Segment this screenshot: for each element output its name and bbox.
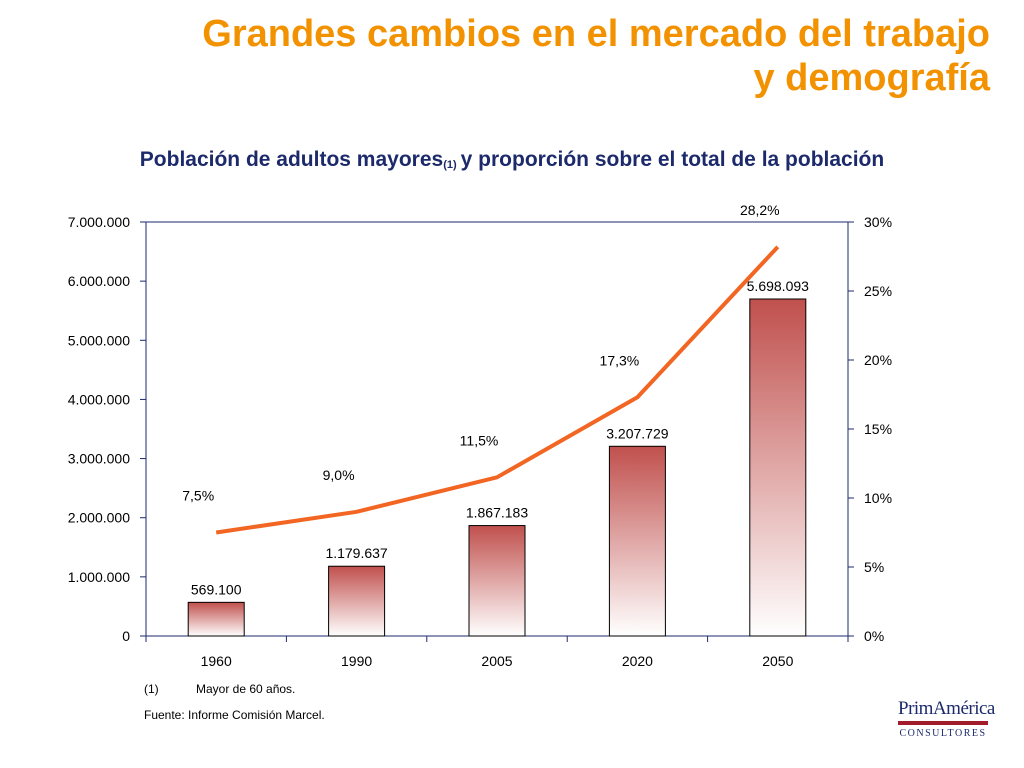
logo-sub: CONSULTORES [899, 728, 987, 739]
chart-title-main: Población de adultos mayores [139, 148, 444, 171]
y-left-tick-label: 4.000.000 [68, 391, 130, 407]
chart-title-rest: y proporción sobre el total de la poblac… [460, 148, 885, 171]
bar [328, 565, 386, 637]
chart-title-superscript: (1) [443, 159, 457, 171]
primamerica-logo: PrimAmérica CONSULTORES [898, 698, 995, 739]
y-left-tick-label: 3.000.000 [68, 451, 130, 467]
bar [187, 601, 245, 637]
footnote-marker: (1) [144, 682, 159, 696]
logo-bar [898, 721, 988, 725]
footnote-text: Mayor de 60 años. [196, 682, 296, 696]
y-left-tick-label: 1.000.000 [68, 569, 130, 585]
y-left-tick-label: 2.000.000 [68, 510, 130, 526]
y-left-tick-label: 7.000.000 [68, 214, 130, 230]
y-right-tick-label: 5% [864, 559, 884, 575]
line-value-label: 7,5% [182, 488, 214, 504]
chart-title: Población de adultos mayores(1) y proporc… [0, 148, 1024, 172]
bar-value-label: 1.179.637 [325, 545, 387, 561]
footnote-1: (1) Mayor de 60 años. [144, 682, 295, 696]
line-value-label: 17,3% [600, 352, 640, 368]
x-tick-label: 1990 [341, 653, 372, 669]
y-right-tick-label: 0% [864, 628, 884, 644]
slide-title-line-2: y demografía [753, 57, 990, 99]
y-left-tick-label: 0 [122, 628, 130, 644]
y-right-tick-label: 30% [864, 214, 892, 230]
bar-value-label: 5.698.093 [747, 278, 809, 294]
x-tick-label: 1960 [201, 653, 232, 669]
x-tick-label: 2005 [481, 653, 512, 669]
line-value-label: 9,0% [323, 467, 355, 483]
bar [608, 445, 666, 637]
slide-title-line-1: Grandes cambios en el mercado del trabaj… [202, 13, 990, 55]
bar [468, 525, 526, 637]
bar [749, 298, 807, 637]
line-value-label: 11,5% [460, 432, 499, 448]
y-right-tick-label: 25% [864, 283, 892, 299]
bar-value-label: 1.867.183 [466, 505, 528, 521]
bar-value-label: 569.100 [191, 581, 242, 597]
percentage-line [215, 245, 780, 535]
y-right-tick-label: 20% [864, 352, 892, 368]
bar-value-label: 3.207.729 [606, 425, 668, 441]
x-tick-label: 2050 [762, 653, 793, 669]
y-left-tick-label: 6.000.000 [68, 273, 130, 289]
y-right-tick-label: 10% [864, 490, 892, 506]
logo-name: PrimAmérica [898, 698, 995, 719]
source-note: Fuente: Informe Comisión Marcel. [144, 708, 325, 722]
y-left-tick-label: 5.000.000 [68, 332, 130, 348]
slide-title: Grandes cambios en el mercado del trabaj… [90, 12, 990, 100]
line-value-label: 28,2% [740, 202, 780, 218]
y-right-tick-label: 15% [864, 421, 892, 437]
x-tick-label: 2020 [622, 653, 653, 669]
